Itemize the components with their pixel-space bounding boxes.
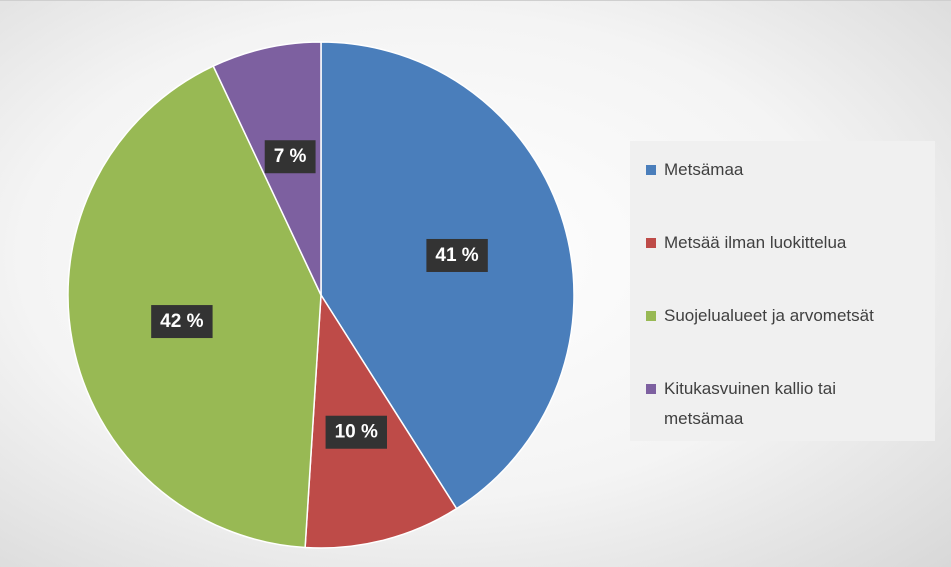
legend-label: Kitukasvuinen kallio tai metsämaa	[664, 379, 836, 428]
legend-label: Metsämaa	[664, 160, 744, 179]
data-label: 7 %	[264, 140, 316, 174]
legend-item: Kitukasvuinen kallio tai metsämaa	[646, 374, 923, 447]
data-label-text: 42 %	[160, 311, 203, 332]
data-label-text: 7 %	[274, 146, 307, 167]
legend-item: Suojelualueet ja arvometsät	[646, 301, 923, 374]
legend: Metsämaa Metsää ilman luokittelua Suojelua…	[630, 141, 935, 441]
data-label-text: 10 %	[335, 422, 378, 443]
legend-label: Metsää ilman luokittelua	[664, 233, 847, 252]
legend-swatch	[646, 311, 656, 321]
data-label: 10 %	[325, 415, 387, 449]
data-label-box	[426, 238, 488, 272]
data-label-box	[151, 305, 213, 339]
pie-slice	[320, 41, 575, 510]
legend-item: Metsää ilman luokittelua	[646, 228, 923, 301]
data-label-box	[325, 415, 387, 449]
legend-swatch	[646, 165, 656, 175]
legend-label: Suojelualueet ja arvometsät	[664, 306, 874, 325]
data-label-box	[264, 140, 316, 174]
data-label: 41 %	[426, 238, 488, 272]
data-label: 42 %	[151, 305, 213, 339]
legend-swatch	[646, 238, 656, 248]
legend-swatch	[646, 384, 656, 394]
legend-item: Metsämaa	[646, 155, 923, 228]
data-label-text: 41 %	[435, 245, 478, 266]
